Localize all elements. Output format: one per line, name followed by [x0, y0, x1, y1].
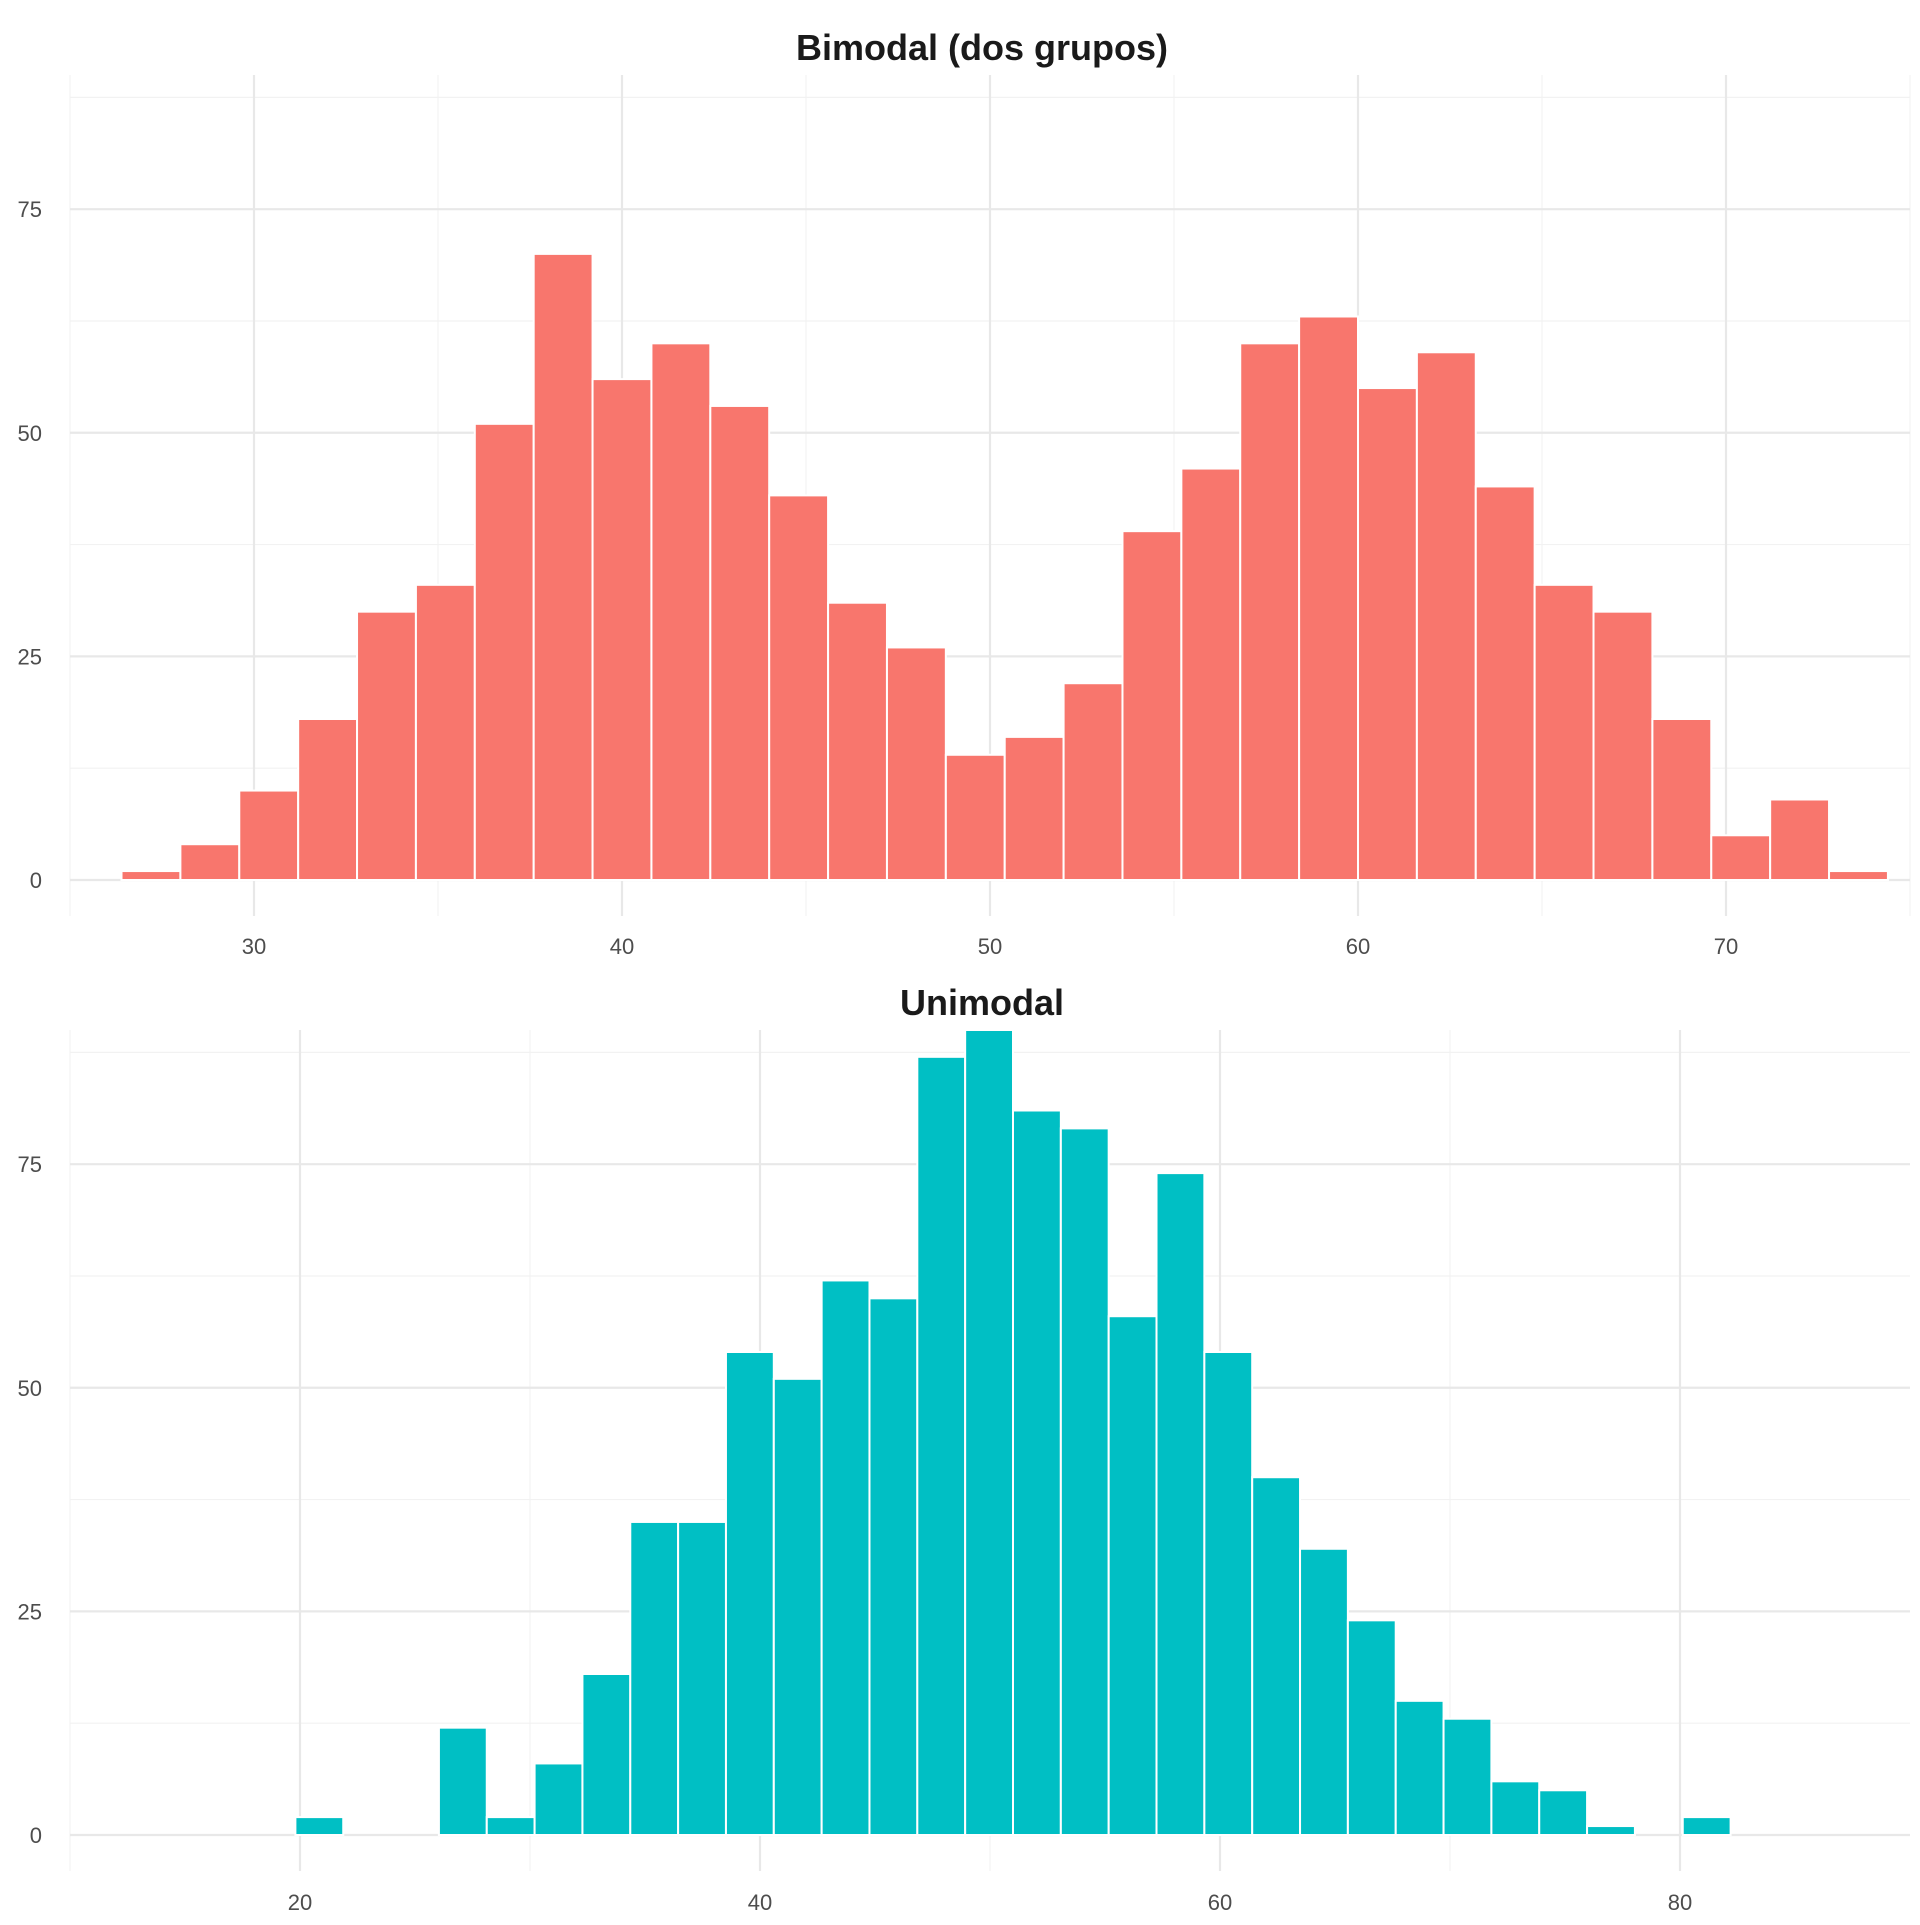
bimodal-x-tick-label: 50 [978, 934, 1002, 959]
bimodal-bar [297, 718, 359, 881]
unimodal-bar [1251, 1476, 1302, 1836]
bimodal-bar [179, 843, 241, 882]
unimodal-bar [1681, 1816, 1732, 1836]
unimodal-y-axis: 0 25 50 75 [18, 1152, 42, 1848]
bimodal-bar [120, 870, 182, 881]
unimodal-x-tick-label: 20 [288, 1890, 312, 1915]
unimodal-x-axis: 20 40 60 80 [288, 1890, 1692, 1915]
bimodal-bar [238, 789, 300, 881]
unimodal-y-tick-label: 75 [18, 1152, 42, 1177]
unimodal-bar [916, 1055, 967, 1837]
unimodal-bar [724, 1351, 775, 1836]
unimodal-y-tick-label: 50 [18, 1376, 42, 1401]
bimodal-bar [944, 753, 1006, 881]
unimodal-bar [1490, 1780, 1541, 1837]
bimodal-bar [591, 378, 653, 881]
bimodal-bar [1298, 315, 1359, 881]
bimodal-bar [1003, 735, 1065, 882]
unimodal-chart-title: Unimodal [900, 982, 1064, 1023]
bimodal-bar [1415, 351, 1477, 881]
bimodal-bar [709, 404, 771, 881]
unimodal-bars [294, 1029, 1732, 1837]
bimodal-chart-title: Bimodal (dos grupos) [796, 27, 1168, 68]
bimodal-x-axis: 30 40 50 60 70 [242, 934, 1738, 959]
bimodal-bar [1592, 610, 1654, 882]
bimodal-bar [650, 342, 712, 882]
unimodal-bar [868, 1297, 919, 1837]
bimodal-bar [532, 252, 594, 881]
unimodal-bar [533, 1762, 584, 1837]
bimodal-bar [1710, 834, 1772, 881]
unimodal-bar [437, 1726, 488, 1836]
unimodal-bar [1059, 1127, 1110, 1836]
unimodal-bar [1155, 1172, 1206, 1836]
bimodal-bar [827, 601, 888, 881]
bimodal-bar [1062, 682, 1124, 881]
bimodal-bar [356, 610, 417, 882]
bimodal-x-tick-label: 60 [1346, 934, 1370, 959]
unimodal-bar [581, 1673, 632, 1836]
bimodal-y-tick-label: 0 [30, 868, 42, 893]
unimodal-bar [629, 1520, 680, 1836]
bimodal-bar [1121, 530, 1183, 882]
bimodal-y-tick-label: 50 [18, 421, 42, 446]
unimodal-panel: 0 25 50 75 20 40 60 80 Unimodal [18, 982, 1910, 1915]
bimodal-bars [120, 252, 1889, 882]
bimodal-bar [1239, 342, 1301, 882]
bimodal-panel: 0 25 50 75 30 40 50 60 70 Bimodal (dos grupos) [18, 27, 1911, 959]
bimodal-y-axis: 0 25 50 75 [18, 197, 42, 893]
unimodal-bar [1442, 1717, 1493, 1836]
unimodal-bar [820, 1279, 871, 1836]
unimodal-bar [1586, 1825, 1636, 1836]
unimodal-x-tick-label: 80 [1668, 1890, 1692, 1915]
bimodal-x-tick-label: 70 [1714, 934, 1738, 959]
unimodal-bar [772, 1377, 823, 1837]
bimodal-bar [1651, 718, 1713, 881]
unimodal-bar [1012, 1109, 1062, 1836]
bimodal-bar [1533, 583, 1595, 881]
unimodal-bar [294, 1816, 345, 1836]
unimodal-x-tick-label: 60 [1208, 1890, 1232, 1915]
unimodal-y-tick-label: 25 [18, 1599, 42, 1624]
unimodal-bar [1107, 1315, 1158, 1836]
bimodal-bar [473, 422, 535, 881]
unimodal-bar [1203, 1351, 1254, 1836]
bimodal-bar [1769, 798, 1831, 881]
unimodal-bar [1538, 1789, 1589, 1837]
unimodal-bar [485, 1816, 536, 1836]
unimodal-bar [964, 1029, 1014, 1836]
unimodal-bar [1299, 1547, 1349, 1837]
unimodal-bar [1346, 1619, 1397, 1837]
bimodal-bar [1180, 467, 1242, 881]
bimodal-y-tick-label: 25 [18, 644, 42, 669]
unimodal-bar [1394, 1699, 1445, 1837]
bimodal-bar [1357, 387, 1418, 881]
unimodal-x-tick-label: 40 [748, 1890, 772, 1915]
bimodal-x-tick-label: 40 [610, 934, 634, 959]
bimodal-x-tick-label: 30 [242, 934, 266, 959]
bimodal-bar [885, 646, 947, 882]
unimodal-y-tick-label: 0 [30, 1823, 42, 1848]
bimodal-bar [768, 494, 830, 881]
bimodal-bar [414, 583, 476, 881]
bimodal-bar [1828, 870, 1889, 881]
bimodal-y-tick-label: 75 [18, 197, 42, 222]
bimodal-bar [1474, 485, 1536, 881]
unimodal-bar [677, 1520, 727, 1836]
